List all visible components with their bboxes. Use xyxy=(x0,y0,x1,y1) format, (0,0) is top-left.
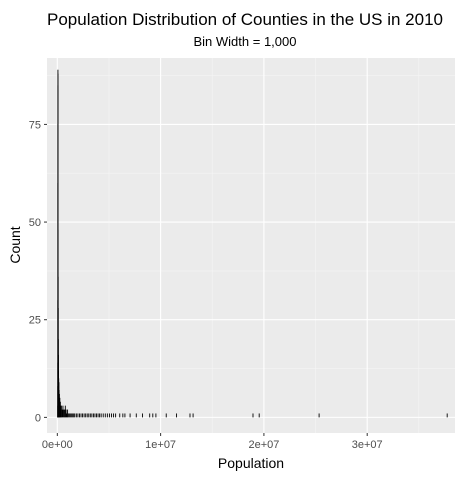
histogram-bar xyxy=(318,413,320,418)
histogram-bar xyxy=(129,413,131,418)
histogram-bar xyxy=(79,413,80,418)
histogram-bar xyxy=(61,409,63,418)
histogram-bar xyxy=(69,413,71,418)
histogram-bar xyxy=(85,413,87,418)
histogram-bar xyxy=(59,401,61,418)
histogram-bar xyxy=(77,413,79,418)
histogram-bar xyxy=(122,413,124,418)
histogram-bar xyxy=(64,409,65,418)
histogram-bar xyxy=(119,413,121,418)
histogram-bar xyxy=(68,413,70,418)
histogram-bar xyxy=(189,413,191,418)
histogram-bar xyxy=(152,413,154,418)
histogram-bar xyxy=(142,413,143,418)
histogram-bar xyxy=(92,413,94,418)
x-tick-label: 2e+07 xyxy=(248,439,279,451)
histogram-bar xyxy=(104,413,106,418)
histogram-bar xyxy=(108,413,110,418)
histogram-bar xyxy=(97,413,99,418)
histogram-bar xyxy=(70,413,72,418)
histogram-bar xyxy=(80,413,82,418)
histogram-bar xyxy=(74,413,76,418)
histogram-bar xyxy=(89,413,91,418)
histogram-bar xyxy=(111,413,112,418)
x-axis-title: Population xyxy=(218,455,284,471)
histogram-bar xyxy=(75,413,77,418)
histogram-bar xyxy=(73,413,75,418)
x-axis: 0e+00 1e+07 2e+07 3e+07 xyxy=(42,433,383,451)
histogram-bar xyxy=(62,405,64,418)
histogram-bar xyxy=(88,413,90,418)
histogram-bar xyxy=(106,413,108,418)
histogram-bars xyxy=(57,69,448,418)
histogram-bar xyxy=(65,409,67,418)
y-tick-label: 25 xyxy=(29,315,41,327)
minor-gridlines xyxy=(47,58,455,433)
histogram-bar xyxy=(102,413,104,418)
major-gridlines xyxy=(47,58,455,433)
histogram-bar xyxy=(59,397,61,418)
histogram-bar xyxy=(91,413,93,418)
y-axis-title: Count xyxy=(7,226,23,263)
histogram-bar xyxy=(155,413,157,418)
histogram-bar xyxy=(115,413,117,418)
histogram-bar xyxy=(99,413,101,418)
histogram-bar xyxy=(252,413,254,418)
y-tick-label: 0 xyxy=(35,412,41,424)
histogram-bar xyxy=(60,405,62,418)
histogram-bar xyxy=(64,405,66,418)
plot-panel xyxy=(47,58,455,433)
x-tick-label: 3e+07 xyxy=(352,439,383,451)
histogram-bar xyxy=(66,413,68,418)
histogram-bar xyxy=(192,413,194,418)
chart-subtitle: Bin Width = 1,000 xyxy=(194,34,297,49)
histogram-bar xyxy=(63,409,65,418)
histogram-bar xyxy=(258,413,260,418)
histogram-bar xyxy=(149,413,151,418)
histogram-bar xyxy=(100,413,102,418)
histogram-bar xyxy=(113,413,115,418)
histogram-bar xyxy=(165,413,167,418)
histogram-bar xyxy=(72,413,74,418)
histogram-bar xyxy=(176,413,178,418)
histogram-bar xyxy=(96,413,97,418)
histogram-bar xyxy=(86,413,88,418)
y-tick-label: 75 xyxy=(29,119,41,131)
histogram-bar xyxy=(94,413,96,418)
y-axis: 0 25 50 75 xyxy=(29,119,47,424)
histogram-bar xyxy=(124,413,126,418)
histogram-bar xyxy=(446,413,448,418)
histogram-bar xyxy=(71,413,73,418)
x-tick-label: 1e+07 xyxy=(145,439,176,451)
histogram-bar xyxy=(135,413,137,418)
y-tick-label: 50 xyxy=(29,217,41,229)
histogram-bar xyxy=(67,409,69,418)
histogram-bar xyxy=(83,413,85,418)
histogram-bar xyxy=(60,405,62,418)
chart-title: Population Distribution of Counties in t… xyxy=(47,10,443,29)
x-tick-label: 0e+00 xyxy=(42,439,73,451)
histogram-bar xyxy=(82,413,84,418)
